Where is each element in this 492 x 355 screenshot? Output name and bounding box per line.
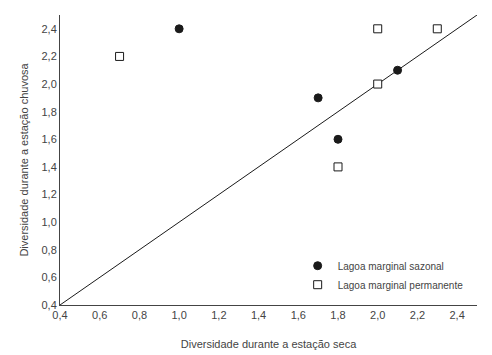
svg-text:0,8: 0,8 — [132, 309, 147, 321]
svg-text:0,4: 0,4 — [52, 309, 67, 321]
svg-text:1,8: 1,8 — [330, 309, 345, 321]
svg-text:1,4: 1,4 — [42, 161, 57, 173]
svg-text:0,6: 0,6 — [42, 271, 57, 283]
svg-text:0,8: 0,8 — [42, 244, 57, 256]
svg-text:1,4: 1,4 — [251, 309, 266, 321]
svg-text:2,4: 2,4 — [42, 23, 57, 35]
svg-text:1,0: 1,0 — [171, 309, 186, 321]
svg-text:Lagoa marginal permanente: Lagoa marginal permanente — [338, 280, 464, 291]
svg-text:Lagoa marginal sazonal: Lagoa marginal sazonal — [338, 261, 444, 272]
svg-text:2,4: 2,4 — [449, 309, 464, 321]
svg-text:2,0: 2,0 — [42, 78, 57, 90]
svg-text:Diversidade durante a estação: Diversidade durante a estação chuvosa — [18, 63, 30, 257]
svg-text:2,2: 2,2 — [42, 50, 57, 62]
svg-text:2,0: 2,0 — [370, 309, 385, 321]
svg-text:2,2: 2,2 — [410, 309, 425, 321]
svg-text:1,2: 1,2 — [42, 188, 57, 200]
svg-text:1,0: 1,0 — [42, 216, 57, 228]
svg-text:Diversidade durante a estação: Diversidade durante a estação seca — [181, 338, 357, 350]
svg-text:1,6: 1,6 — [291, 309, 306, 321]
svg-text:0,6: 0,6 — [92, 309, 107, 321]
svg-text:1,2: 1,2 — [211, 309, 226, 321]
svg-text:1,6: 1,6 — [42, 133, 57, 145]
svg-text:1,8: 1,8 — [42, 106, 57, 118]
svg-text:0,4: 0,4 — [42, 299, 57, 311]
